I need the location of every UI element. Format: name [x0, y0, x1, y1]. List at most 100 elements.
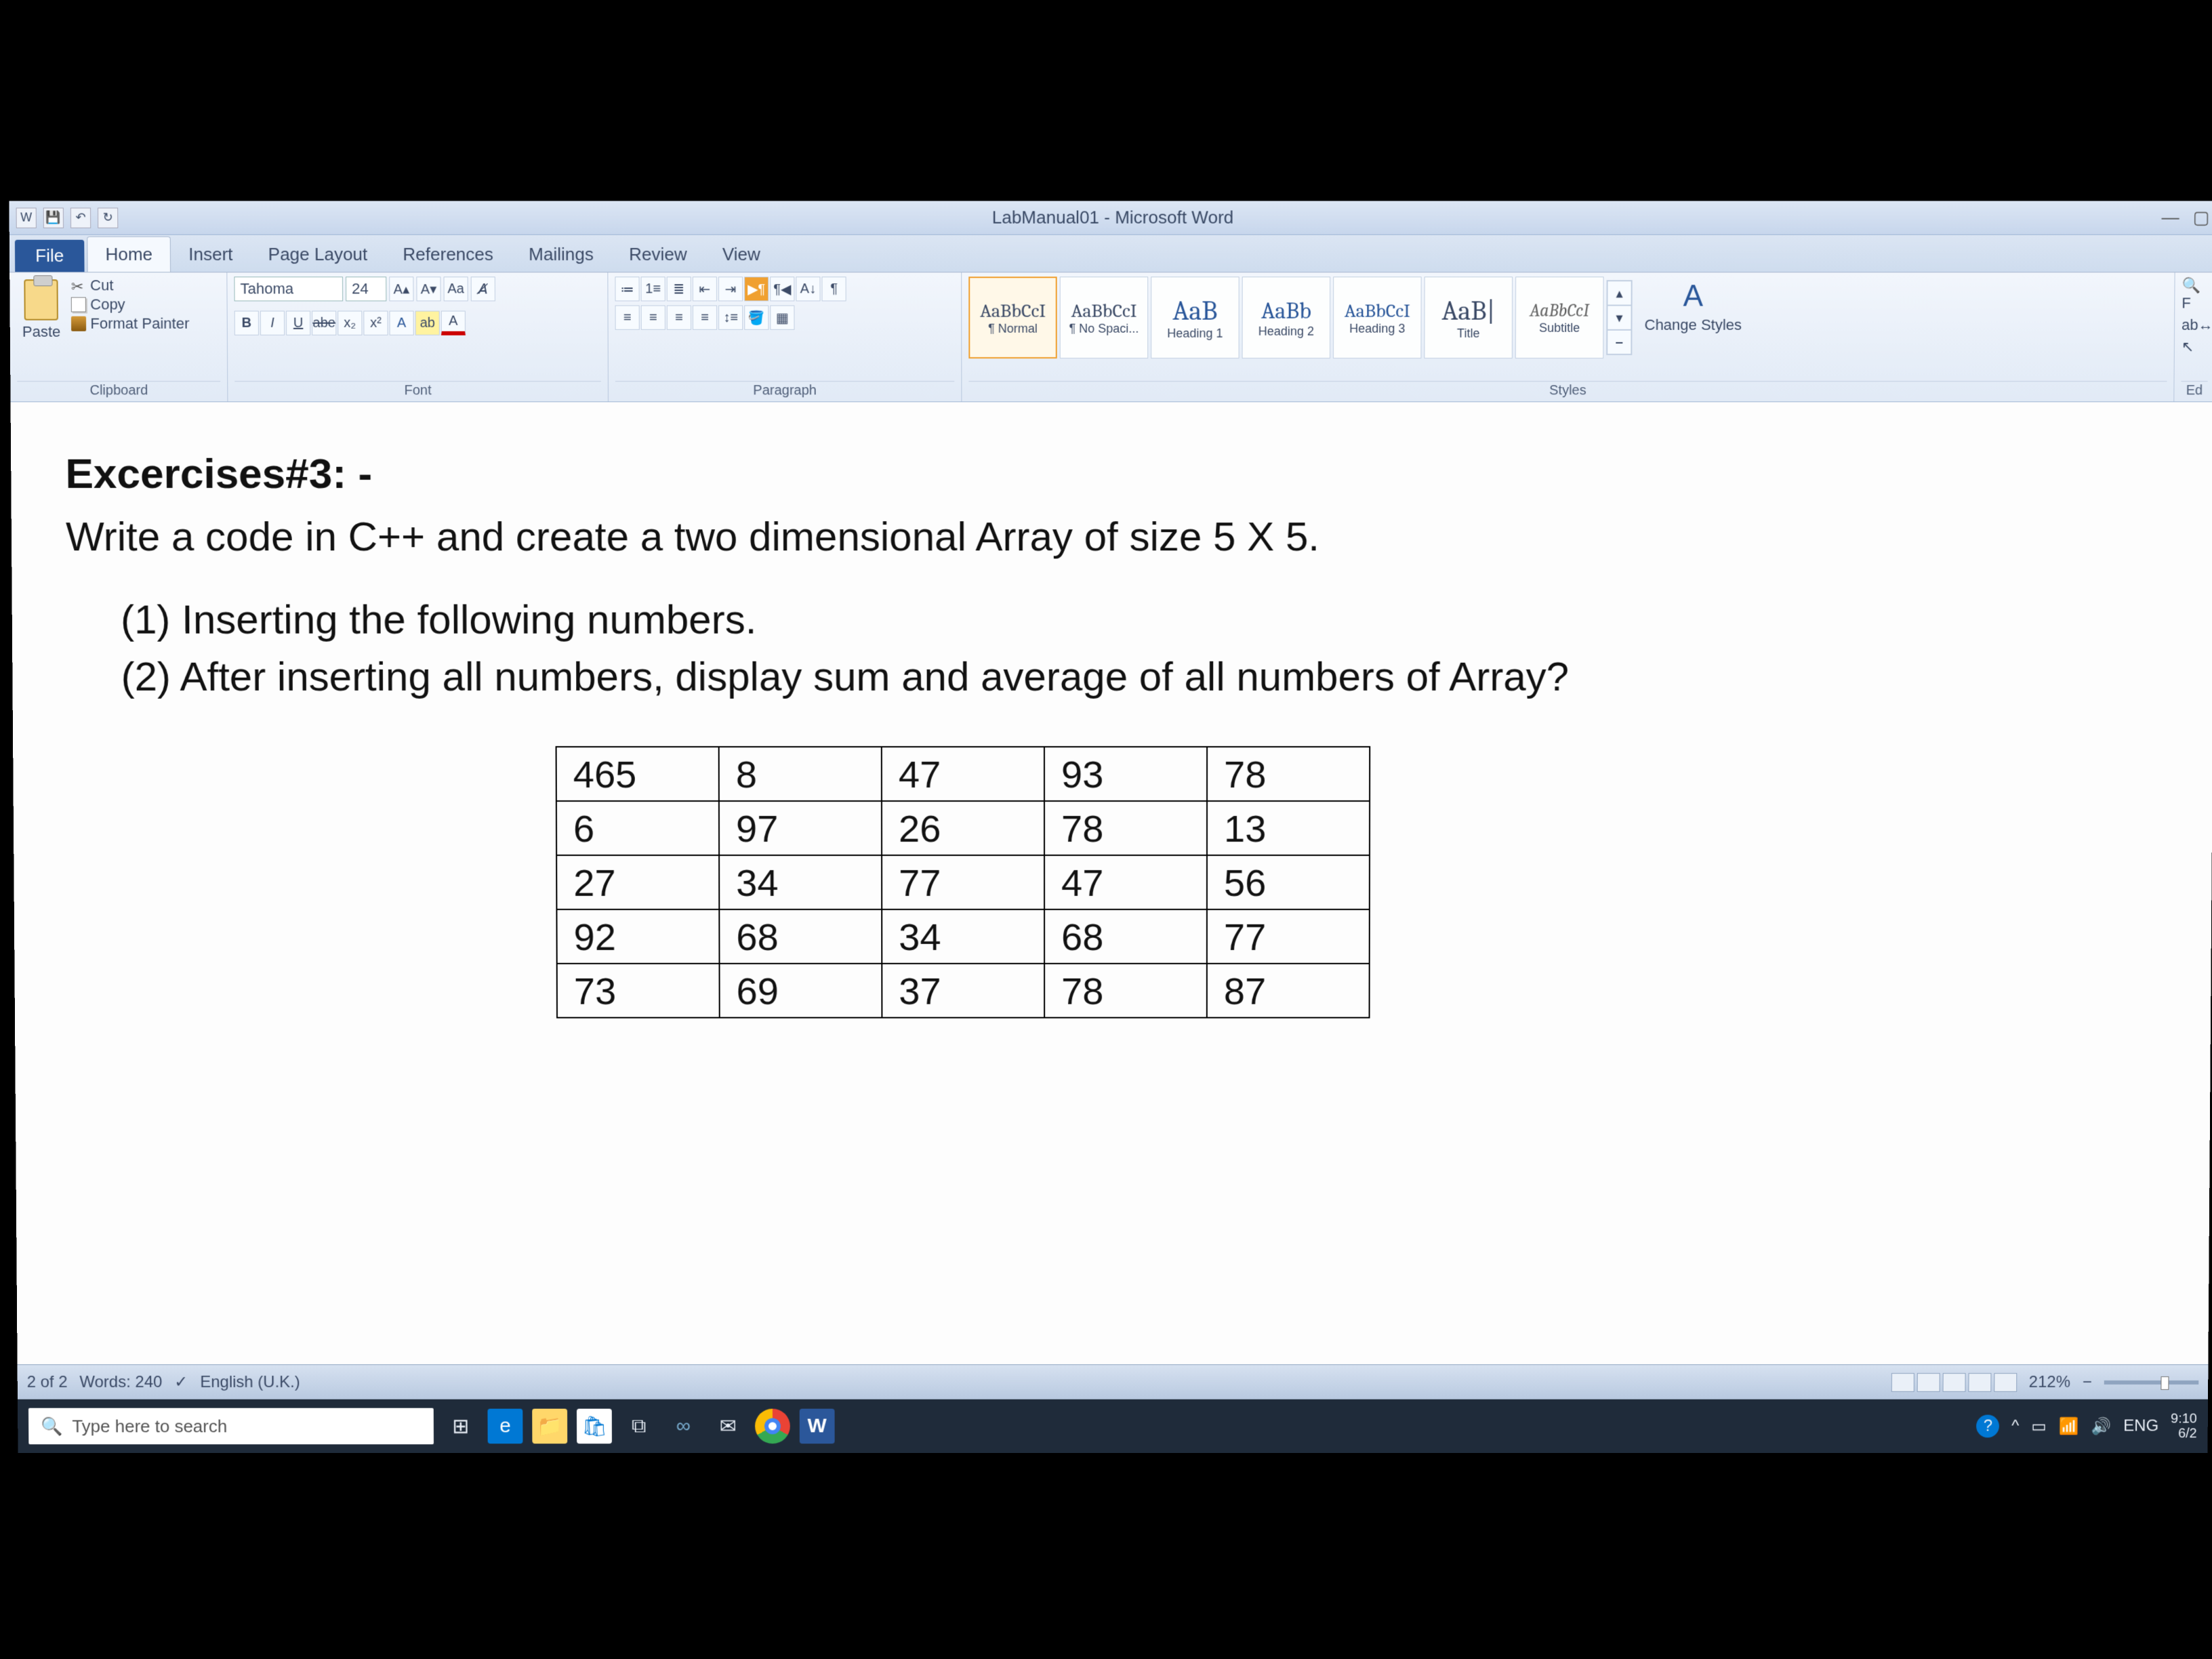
- sort-icon[interactable]: A↓: [796, 276, 820, 301]
- clock[interactable]: 9:10 6/2: [2171, 1412, 2197, 1441]
- paste-button[interactable]: Paste: [16, 276, 66, 344]
- align-right-icon[interactable]: ≡: [667, 306, 691, 330]
- styles-more-icon[interactable]: ⎯: [1607, 330, 1631, 354]
- language-tray[interactable]: ENG: [2123, 1417, 2158, 1436]
- show-marks-icon[interactable]: ¶: [821, 276, 846, 301]
- language-indicator[interactable]: English (U.K.): [200, 1373, 300, 1392]
- select-icon[interactable]: ↖: [2182, 338, 2194, 356]
- align-left-icon[interactable]: ≡: [615, 306, 640, 330]
- taskbar-search[interactable]: 🔍 Type here to search: [28, 1408, 434, 1445]
- tab-references[interactable]: References: [385, 237, 511, 272]
- highlight-icon[interactable]: ab: [415, 311, 440, 335]
- replace-icon[interactable]: ab↔: [2182, 316, 2212, 334]
- file-tab[interactable]: File: [15, 240, 85, 272]
- save-icon[interactable]: 💾: [43, 207, 64, 228]
- group-label-styles: Styles: [968, 381, 2167, 400]
- change-case-icon[interactable]: Aa: [443, 276, 468, 301]
- style-heading3[interactable]: AaBbCcI Heading 3: [1333, 276, 1422, 359]
- shading-icon[interactable]: 🪣: [744, 306, 769, 330]
- edge-icon[interactable]: e: [487, 1409, 523, 1444]
- battery-icon[interactable]: ▭: [2031, 1416, 2047, 1436]
- cut-button[interactable]: ✂Cut: [71, 276, 189, 294]
- clear-format-icon[interactable]: 𝘈̸: [471, 276, 495, 301]
- style-subtitle[interactable]: AaBbCcI Subtitle: [1515, 276, 1604, 359]
- line-spacing-icon[interactable]: ↕≡: [718, 306, 743, 330]
- font-size-combo[interactable]: 24: [346, 276, 386, 301]
- outline-icon[interactable]: [1968, 1373, 1991, 1392]
- grow-font-icon[interactable]: A▴: [389, 276, 413, 301]
- document-area[interactable]: Excercises#3: - Write a code in C++ and …: [11, 402, 2212, 1364]
- style-heading2[interactable]: AaBb Heading 2: [1242, 276, 1331, 359]
- numbering-icon[interactable]: 1≡: [641, 276, 665, 301]
- tab-mailings[interactable]: Mailings: [511, 237, 611, 272]
- minimize-icon[interactable]: —: [2161, 207, 2179, 228]
- chrome-icon[interactable]: [755, 1409, 790, 1444]
- outdent-icon[interactable]: ⇤: [693, 276, 717, 301]
- dropbox-icon[interactable]: ⧉: [621, 1409, 657, 1444]
- web-layout-icon[interactable]: [1942, 1373, 1965, 1392]
- full-screen-icon[interactable]: [1917, 1373, 1940, 1392]
- font-name-combo[interactable]: Tahoma: [234, 276, 343, 301]
- maximize-icon[interactable]: ▢: [2193, 207, 2210, 228]
- find-icon[interactable]: 🔍F: [2182, 276, 2208, 312]
- style-heading1[interactable]: AaB Heading 1: [1151, 276, 1239, 359]
- zoom-level[interactable]: 212%: [2029, 1373, 2070, 1392]
- redo-icon[interactable]: ↻: [98, 207, 118, 228]
- word-count[interactable]: Words: 240: [79, 1373, 162, 1392]
- draft-icon[interactable]: [1994, 1373, 2017, 1392]
- tab-insert[interactable]: Insert: [171, 237, 251, 272]
- ltr-icon[interactable]: ▶¶: [744, 276, 769, 301]
- justify-icon[interactable]: ≡: [693, 306, 717, 330]
- style-normal[interactable]: AaBbCcI ¶ Normal: [968, 276, 1057, 359]
- copy-button[interactable]: Copy: [71, 295, 189, 313]
- table-cell: 56: [1207, 855, 1370, 909]
- indent-icon[interactable]: ⇥: [718, 276, 743, 301]
- bold-icon[interactable]: B: [234, 311, 259, 335]
- style-no-spacing[interactable]: AaBbCcI ¶ No Spaci...: [1060, 276, 1148, 359]
- styles-scroll-up-icon[interactable]: ▴: [1607, 281, 1631, 305]
- exercise-heading: Excercises#3: -: [65, 450, 2181, 498]
- text-effects-icon[interactable]: A: [389, 311, 413, 335]
- task-view-icon[interactable]: ⊞: [443, 1409, 478, 1444]
- change-styles-button[interactable]: A Change Styles: [1637, 276, 1748, 337]
- tab-page-layout[interactable]: Page Layout: [250, 237, 385, 272]
- store-icon[interactable]: 🛍: [577, 1409, 612, 1444]
- superscript-icon[interactable]: x²: [363, 311, 388, 335]
- styles-scroll-down-icon[interactable]: ▾: [1607, 306, 1631, 330]
- style-title[interactable]: AaB| Title: [1424, 276, 1513, 359]
- subscript-icon[interactable]: x₂: [337, 311, 362, 335]
- wifi-icon[interactable]: 📶: [2059, 1416, 2079, 1436]
- volume-icon[interactable]: 🔊: [2091, 1416, 2111, 1436]
- tab-review[interactable]: Review: [611, 237, 705, 272]
- zoom-out-icon[interactable]: −: [2083, 1373, 2092, 1392]
- style-name: Heading 2: [1258, 324, 1314, 338]
- font-color-icon[interactable]: A: [441, 311, 466, 335]
- exercise-item-1: (1) Inserting the following numbers.: [66, 592, 2180, 649]
- ribbon-tabs: File Home Insert Page Layout References …: [9, 235, 2212, 272]
- italic-icon[interactable]: I: [260, 311, 285, 335]
- print-layout-icon[interactable]: [1891, 1373, 1914, 1392]
- mail-icon[interactable]: ✉: [710, 1409, 745, 1444]
- tab-home[interactable]: Home: [87, 237, 171, 272]
- undo-icon[interactable]: ↶: [70, 207, 91, 228]
- page-indicator[interactable]: 2 of 2: [27, 1373, 68, 1392]
- tab-view[interactable]: View: [705, 237, 778, 272]
- styles-gallery[interactable]: AaBbCcI ¶ Normal AaBbCcI ¶ No Spaci... A…: [968, 276, 1632, 359]
- format-painter-button[interactable]: Format Painter: [71, 315, 189, 333]
- rtl-icon[interactable]: ¶◀: [770, 276, 794, 301]
- underline-icon[interactable]: U: [286, 311, 310, 335]
- table-cell: 87: [1207, 964, 1370, 1018]
- infinity-icon[interactable]: ∞: [665, 1409, 701, 1444]
- proofing-icon[interactable]: ✓: [174, 1372, 188, 1392]
- word-taskbar-icon[interactable]: W: [800, 1409, 835, 1444]
- shrink-font-icon[interactable]: A▾: [416, 276, 441, 301]
- strike-icon[interactable]: abe: [312, 311, 336, 335]
- multilevel-icon[interactable]: ≣: [667, 276, 691, 301]
- zoom-slider[interactable]: [2104, 1380, 2199, 1384]
- bullets-icon[interactable]: ≔: [615, 276, 639, 301]
- align-center-icon[interactable]: ≡: [641, 306, 665, 330]
- borders-icon[interactable]: ▦: [770, 306, 794, 330]
- tray-chevron-icon[interactable]: ^: [2011, 1417, 2019, 1436]
- help-icon[interactable]: ?: [1976, 1415, 1999, 1438]
- explorer-icon[interactable]: 📁: [532, 1409, 567, 1444]
